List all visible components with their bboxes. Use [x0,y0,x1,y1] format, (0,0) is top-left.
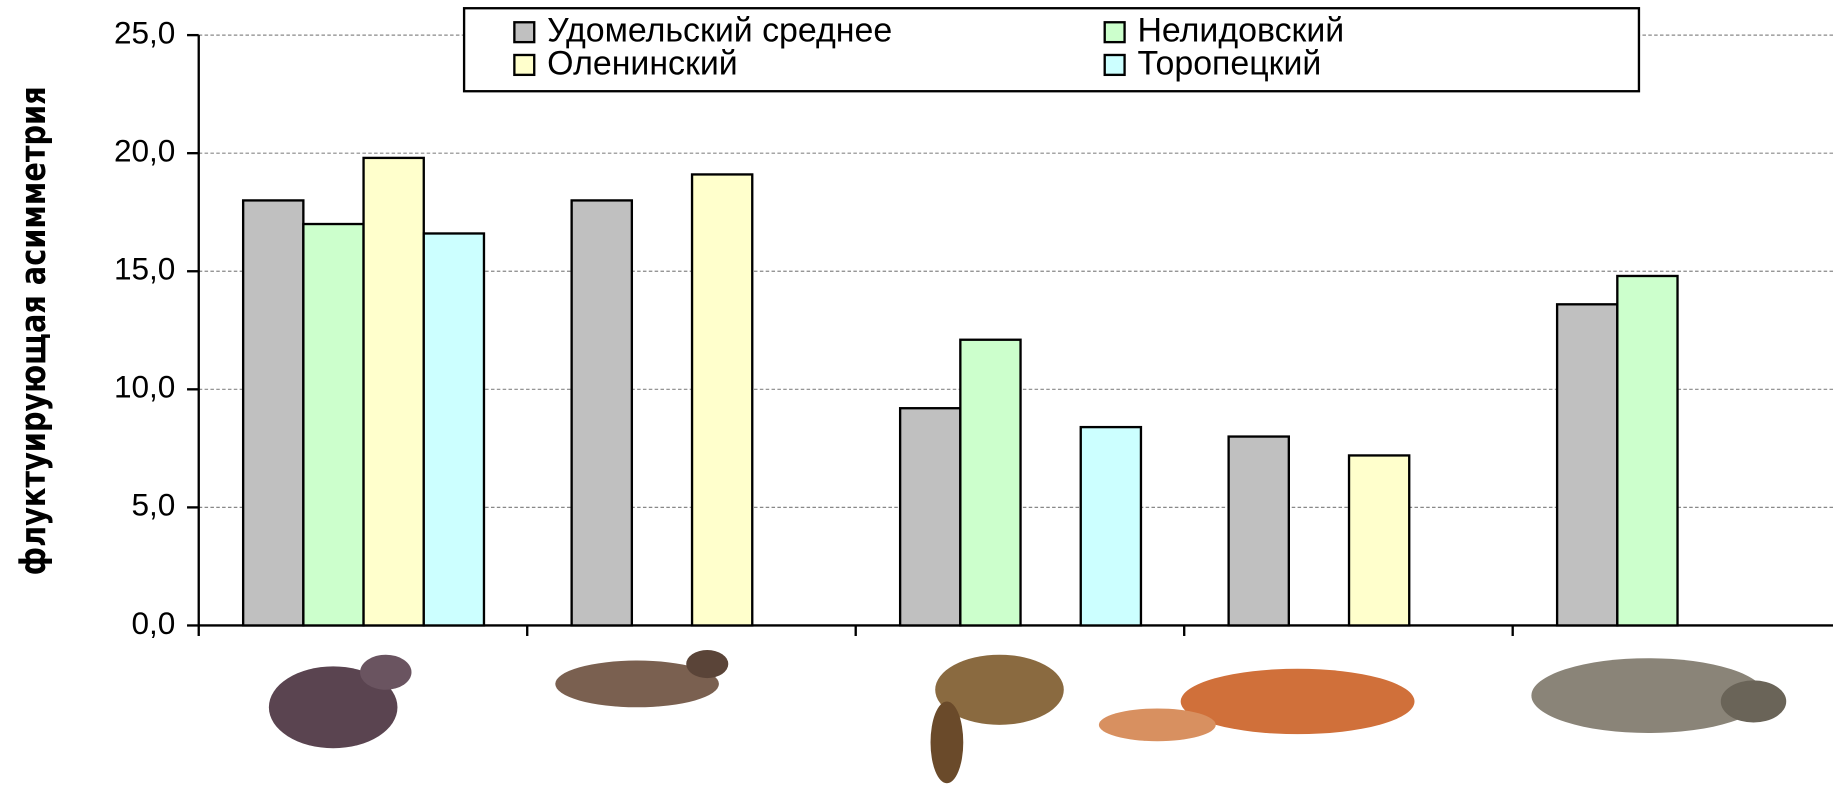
bar [1227,435,1290,627]
bar [1347,454,1411,627]
bar [1079,425,1143,627]
legend-swatch [1103,53,1126,77]
y-tick-label: 5,0 [131,487,175,523]
bar [302,222,365,627]
y-tick-label: 15,0 [114,251,175,287]
legend-label: Торопецкий [1137,44,1321,82]
legend-swatch [513,53,536,77]
bar [422,232,486,627]
bar [570,199,634,627]
bar [362,156,425,627]
y-tick-label: 25,0 [114,14,175,50]
bar [898,407,962,627]
y-tick-label: 0,0 [131,605,175,641]
y-axis-label: флуктуирующая асимметрия [12,86,54,575]
legend-label: Оленинский [547,44,738,82]
bar [1616,274,1679,627]
bar [1555,303,1619,627]
legend-swatch [513,21,536,44]
bar [690,173,754,627]
animal-pictures [268,650,1787,784]
legend-box [462,7,1641,93]
bar [959,338,1022,627]
y-tick-label: 10,0 [114,369,175,405]
legend-label: Удомельский среднее [547,12,892,50]
bar [241,199,305,627]
legend-label: Нелидовский [1137,12,1344,50]
legend-swatch [1103,21,1126,44]
y-tick-label: 20,0 [114,133,175,169]
